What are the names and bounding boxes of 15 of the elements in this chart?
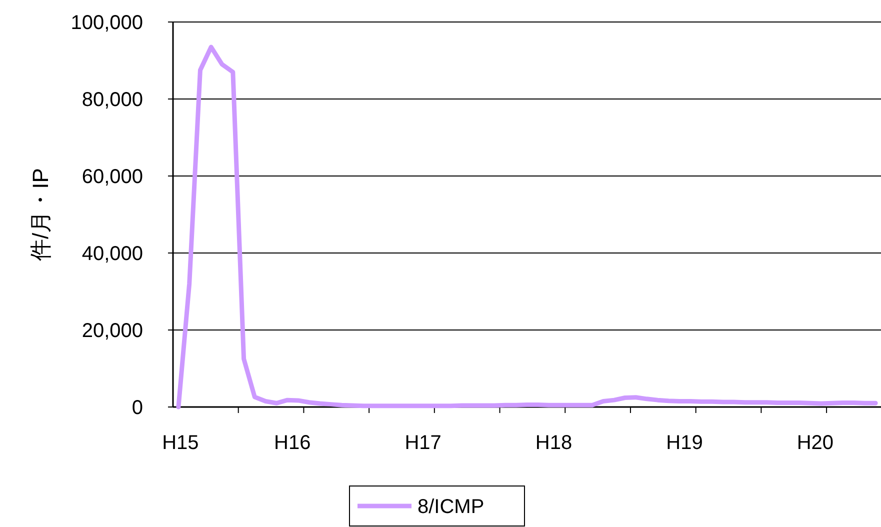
y-axis-title: 件/月・IP bbox=[28, 168, 53, 261]
x-tick-label: H17 bbox=[404, 432, 442, 454]
y-tick-label: 0 bbox=[132, 397, 143, 419]
x-tick-label: H18 bbox=[535, 432, 572, 454]
x-tick-label: H16 bbox=[274, 432, 311, 454]
y-tick-label: 40,000 bbox=[82, 243, 143, 265]
legend-label: 8/ICMP bbox=[418, 496, 484, 518]
x-tick-label: H20 bbox=[796, 432, 834, 454]
y-tick-label: 100,000 bbox=[70, 12, 143, 34]
line-series bbox=[176, 44, 878, 410]
y-tick-label: 20,000 bbox=[82, 320, 143, 342]
y-tick-label: 60,000 bbox=[82, 166, 143, 188]
x-tick-label: H19 bbox=[666, 432, 703, 454]
x-tick-label: H15 bbox=[162, 432, 199, 454]
y-tick-label: 80,000 bbox=[82, 89, 143, 111]
